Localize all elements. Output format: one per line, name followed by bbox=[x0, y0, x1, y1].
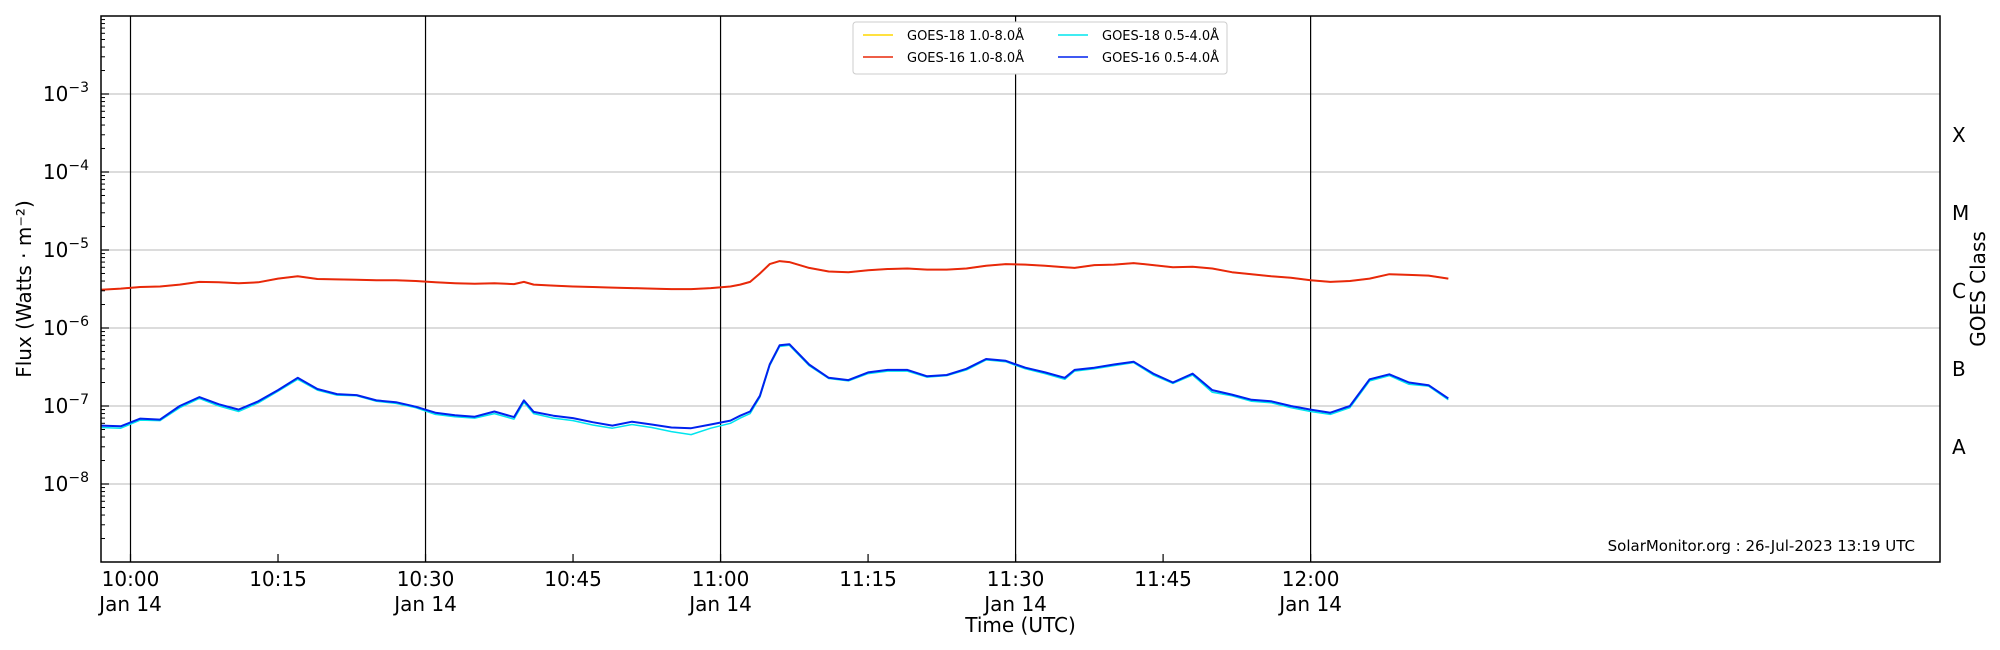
y-tick-exponent: −5 bbox=[68, 236, 89, 252]
y-tick-exponent: −8 bbox=[68, 470, 89, 486]
goes-class-labels: A B C M X bbox=[1952, 123, 1969, 459]
x-tick-label: 11:45 bbox=[1134, 567, 1192, 591]
horizontal-gridlines bbox=[101, 93, 1940, 485]
y-axis-ticks: 10−810−710−610−510−410−3 bbox=[43, 19, 109, 540]
y-tick-label: 10−6 bbox=[43, 314, 89, 340]
x-tick-label: 10:00 bbox=[102, 567, 160, 591]
y-tick-exponent: −3 bbox=[68, 80, 89, 96]
series-line-3 bbox=[100, 344, 1449, 436]
y-tick-base: 10 bbox=[43, 316, 68, 340]
goes-class-label: M bbox=[1952, 201, 1969, 225]
x-axis-title: Time (UTC) bbox=[964, 613, 1076, 637]
x-tick-label: 11:00 bbox=[692, 567, 750, 591]
series-line-1 bbox=[100, 260, 1449, 291]
y-tick-base: 10 bbox=[43, 394, 68, 418]
x-tick-sublabel: Jan 14 bbox=[1277, 592, 1342, 616]
x-tick-sublabel: Jan 14 bbox=[97, 592, 162, 616]
x-tick-sublabel: Jan 14 bbox=[392, 592, 457, 616]
day-vertical-lines bbox=[129, 16, 1312, 562]
y-tick-base: 10 bbox=[43, 160, 68, 184]
goes-class-label: B bbox=[1952, 357, 1966, 381]
y-tick-exponent: −4 bbox=[68, 158, 89, 174]
right-axis-title: GOES Class bbox=[1966, 231, 1990, 347]
x-tick-label: 10:30 bbox=[397, 567, 455, 591]
legend-label: GOES-18 0.5-4.0Å bbox=[1102, 28, 1219, 44]
y-tick-label: 10−4 bbox=[43, 158, 89, 184]
x-tick-label: 11:15 bbox=[839, 567, 897, 591]
legend-box bbox=[852, 21, 1228, 75]
x-tick-label: 11:30 bbox=[987, 567, 1045, 591]
y-tick-base: 10 bbox=[43, 472, 68, 496]
legend-label: GOES-16 1.0-8.0Å bbox=[907, 50, 1024, 66]
goes-class-label: A bbox=[1952, 435, 1966, 459]
goes-class-label: C bbox=[1952, 279, 1966, 303]
y-tick-label: 10−8 bbox=[43, 470, 89, 496]
x-tick-label: 10:15 bbox=[249, 567, 307, 591]
y-tick-exponent: −6 bbox=[68, 314, 89, 330]
series-lines bbox=[100, 260, 1449, 436]
series-line-2 bbox=[100, 260, 1449, 291]
series-line-4 bbox=[100, 343, 1449, 430]
credit-text: SolarMonitor.org : 26-Jul-2023 13:19 UTC bbox=[1608, 537, 1915, 555]
legend-label: GOES-18 1.0-8.0Å bbox=[907, 28, 1024, 44]
x-tick-label: 12:00 bbox=[1282, 567, 1340, 591]
y-axis-title: Flux (Watts · m⁻²) bbox=[12, 200, 36, 378]
y-tick-base: 10 bbox=[43, 82, 68, 106]
plot-frame bbox=[100, 15, 1941, 563]
x-tick-sublabel: Jan 14 bbox=[982, 592, 1047, 616]
legend-label: GOES-16 0.5-4.0Å bbox=[1102, 50, 1219, 66]
y-tick-label: 10−7 bbox=[43, 392, 89, 418]
legend: GOES-18 1.0-8.0Å GOES-16 1.0-8.0Å GOES-18 … bbox=[852, 21, 1228, 75]
y-tick-label: 10−3 bbox=[43, 80, 89, 106]
y-tick-base: 10 bbox=[43, 238, 68, 262]
y-tick-exponent: −7 bbox=[68, 392, 89, 408]
x-tick-label: 10:45 bbox=[544, 567, 602, 591]
goes-class-label: X bbox=[1952, 123, 1966, 147]
x-tick-sublabel: Jan 14 bbox=[687, 592, 752, 616]
y-tick-label: 10−5 bbox=[43, 236, 89, 262]
